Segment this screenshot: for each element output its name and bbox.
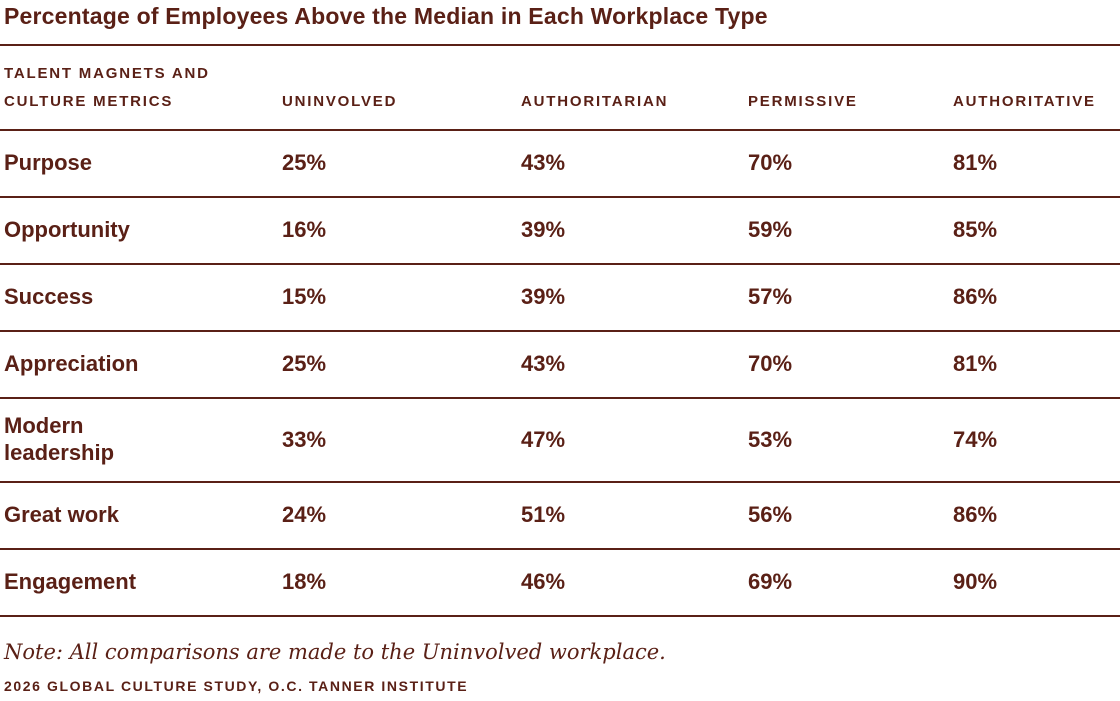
cell-value: 39%	[521, 196, 748, 265]
row-label-text: Modern leadership	[4, 413, 115, 465]
table-header-row: TALENT MAGNETS AND CULTURE METRICS UNINV…	[0, 44, 1120, 131]
cell-value: 81%	[953, 330, 1120, 399]
cell-value: 25%	[282, 330, 521, 399]
column-header-permissive: PERMISSIVE	[748, 44, 953, 131]
row-label: Purpose	[0, 129, 282, 198]
cell-value: 85%	[953, 196, 1120, 265]
row-label: Opportunity	[0, 196, 282, 265]
row-label: Success	[0, 263, 282, 332]
table-row-opportunity: Opportunity 16% 39% 59% 85%	[0, 196, 1120, 265]
cell-value: 86%	[953, 481, 1120, 550]
column-header-metrics: TALENT MAGNETS AND CULTURE METRICS	[0, 44, 282, 131]
cell-value: 59%	[748, 196, 953, 265]
cell-value: 86%	[953, 263, 1120, 332]
cell-value: 74%	[953, 397, 1120, 483]
table-row-engagement: Engagement 18% 46% 69% 90%	[0, 548, 1120, 617]
workplace-type-table: TALENT MAGNETS AND CULTURE METRICS UNINV…	[0, 43, 1120, 617]
cell-value: 53%	[748, 397, 953, 483]
cell-value: 47%	[521, 397, 748, 483]
cell-value: 46%	[521, 548, 748, 617]
cell-value: 33%	[282, 397, 521, 483]
cell-value: 69%	[748, 548, 953, 617]
column-header-uninvolved: UNINVOLVED	[282, 44, 521, 131]
cell-value: 51%	[521, 481, 748, 550]
row-label: Engagement	[0, 548, 282, 617]
cell-value: 24%	[282, 481, 521, 550]
cell-value: 56%	[748, 481, 953, 550]
cell-value: 25%	[282, 129, 521, 198]
column-header-authoritarian: AUTHORITARIAN	[521, 44, 748, 131]
cell-value: 43%	[521, 330, 748, 399]
column-header-metrics-line1: TALENT MAGNETS AND	[4, 64, 210, 82]
row-label: Modern leadership	[0, 397, 282, 483]
cell-value: 81%	[953, 129, 1120, 198]
cell-value: 70%	[748, 129, 953, 198]
column-header-authoritative: AUTHORITATIVE	[953, 44, 1120, 131]
cell-value: 70%	[748, 330, 953, 399]
row-label: Appreciation	[0, 330, 282, 399]
table-row-appreciation: Appreciation 25% 43% 70% 81%	[0, 330, 1120, 399]
source-attribution: 2026 GLOBAL CULTURE STUDY, O.C. TANNER I…	[4, 677, 469, 694]
table-row-success: Success 15% 39% 57% 86%	[0, 263, 1120, 332]
column-header-metrics-line2: CULTURE METRICS	[4, 92, 174, 110]
table-row-modern-leadership: Modern leadership 33% 47% 53% 74%	[0, 397, 1120, 483]
cell-value: 90%	[953, 548, 1120, 617]
cell-value: 57%	[748, 263, 953, 332]
page-title: Percentage of Employees Above the Median…	[4, 3, 768, 29]
row-label: Great work	[0, 481, 282, 550]
table-row-purpose: Purpose 25% 43% 70% 81%	[0, 129, 1120, 198]
table-row-great-work: Great work 24% 51% 56% 86%	[0, 481, 1120, 550]
cell-value: 16%	[282, 196, 521, 265]
cell-value: 15%	[282, 263, 521, 332]
cell-value: 18%	[282, 548, 521, 617]
footnote: Note: All comparisons are made to the Un…	[4, 639, 666, 664]
cell-value: 39%	[521, 263, 748, 332]
cell-value: 43%	[521, 129, 748, 198]
